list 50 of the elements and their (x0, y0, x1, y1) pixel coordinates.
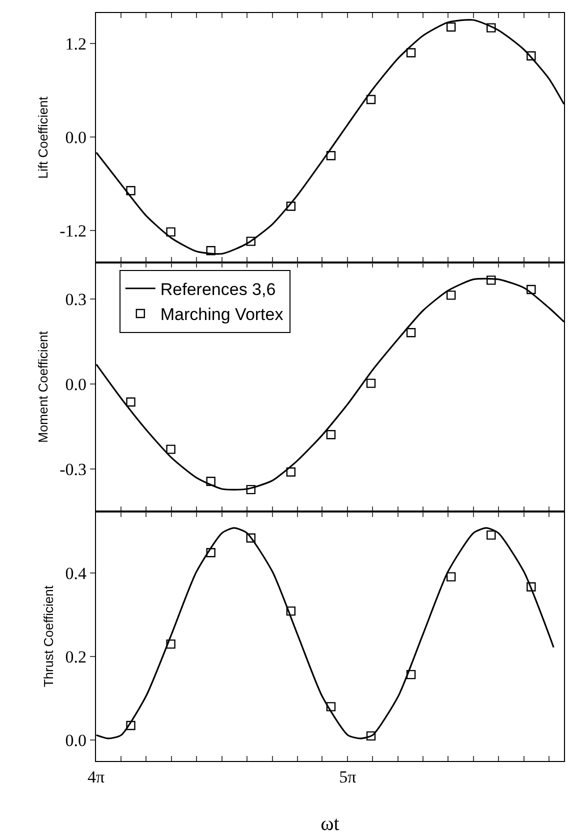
point (206, 246, 216, 256)
point (286, 467, 296, 477)
point (366, 378, 376, 388)
point (526, 51, 536, 60)
y-tick-label: -0.3 (60, 460, 86, 480)
point (486, 530, 496, 540)
point (406, 328, 416, 338)
point (206, 476, 216, 486)
point (446, 22, 456, 32)
point (406, 670, 416, 680)
point (526, 284, 536, 294)
y-tick-label: 0.3 (65, 290, 86, 310)
y-tick-label: 0.4 (65, 564, 87, 584)
point (366, 94, 376, 104)
point (126, 397, 136, 407)
y-tick-label: 0.0 (65, 375, 86, 394)
x-axis-title: ωt (320, 813, 340, 835)
point (166, 444, 176, 454)
point (166, 227, 176, 237)
y-axis-title: Lift Coefficient (36, 96, 51, 179)
point (486, 276, 496, 285)
x-tick-label: 4π (87, 768, 105, 786)
point (246, 484, 256, 494)
point (446, 290, 456, 300)
point (246, 236, 256, 246)
y-tick-label: 1.2 (65, 34, 86, 54)
y-axis-title: Thrust Coefficient (41, 585, 56, 688)
point (326, 150, 336, 160)
point (126, 720, 136, 730)
x-tick-label: 5π (339, 768, 357, 786)
point (366, 731, 376, 741)
y-tick-label: 0.0 (65, 731, 86, 750)
point (326, 702, 336, 712)
legend-label: References 3,6 (160, 280, 276, 299)
point (126, 186, 136, 196)
point (166, 639, 176, 649)
point (326, 430, 336, 440)
y-tick-label: -1.2 (60, 221, 86, 240)
point (406, 48, 416, 58)
y-axis-title: Moment Coefficient (36, 330, 51, 443)
point (206, 548, 216, 558)
point (446, 572, 456, 582)
y-tick-label: 0.2 (65, 648, 86, 667)
y-tick-label: 0.0 (65, 128, 86, 147)
point (286, 202, 296, 211)
point (526, 582, 536, 592)
point (286, 606, 296, 616)
point (486, 23, 496, 32)
legend-label: Marching Vortex (160, 305, 284, 324)
point (246, 533, 256, 543)
